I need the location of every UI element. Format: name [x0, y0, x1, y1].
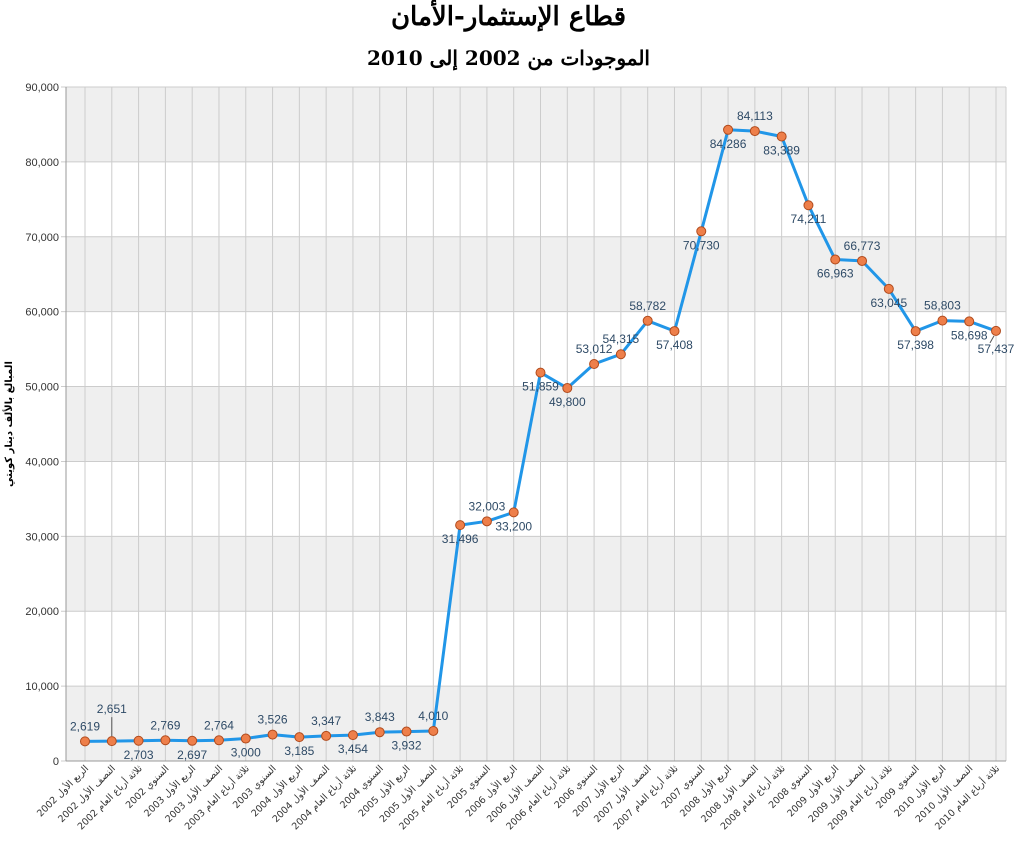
data-point: [642, 315, 653, 326]
label-leader: [989, 335, 995, 344]
data-label: 3,454: [338, 742, 368, 756]
data-label: 2,697: [177, 748, 207, 762]
data-label: 3,347: [311, 714, 341, 728]
data-label: 31,496: [442, 532, 479, 546]
data-label: 57,408: [656, 338, 693, 352]
band: [66, 686, 1006, 761]
band: [66, 236, 1006, 312]
band: [66, 87, 1006, 162]
data-point: [964, 316, 975, 327]
data-point: [830, 254, 841, 265]
data-point: [749, 126, 760, 137]
data-point: [160, 735, 171, 746]
data-point: [991, 325, 1001, 336]
data-point: [321, 730, 332, 741]
data-label: 54,315: [603, 332, 640, 346]
data-label: 2,651: [97, 702, 127, 716]
background-bands: [66, 87, 1006, 761]
data-point: [213, 735, 224, 746]
data-label: 58,698: [951, 328, 988, 342]
y-tick-label: 60,000: [25, 307, 59, 319]
data-label: 66,963: [817, 267, 854, 281]
data-label: 3,932: [392, 739, 422, 753]
data-point: [696, 226, 707, 237]
data-points: [80, 124, 1001, 747]
data-label: 58,803: [924, 299, 961, 313]
data-label: 83,389: [763, 144, 800, 158]
data-point: [803, 200, 814, 211]
data-label: 58,782: [629, 299, 666, 313]
data-point: [883, 283, 894, 294]
data-label: 49,800: [549, 395, 586, 409]
data-point: [187, 735, 198, 746]
y-tick-label: 90,000: [25, 82, 59, 94]
data-label: 70,730: [683, 238, 720, 252]
data-point: [455, 520, 466, 531]
data-point: [428, 725, 439, 736]
data-point: [857, 255, 868, 266]
y-tick-label: 40,000: [25, 456, 59, 468]
data-label: 57,398: [897, 338, 934, 352]
data-label: 2,764: [204, 718, 234, 732]
data-point: [401, 726, 412, 737]
data-point: [589, 358, 600, 369]
data-point: [937, 315, 948, 326]
chart-subtitle: الموجودات من 2002 إلى 2010: [367, 46, 650, 70]
y-tick-label: 50,000: [25, 382, 59, 394]
data-point: [294, 732, 305, 743]
data-label: 53,012: [576, 342, 613, 356]
data-label: 51,859: [522, 380, 559, 394]
data-point: [723, 124, 734, 135]
data-point: [481, 516, 492, 527]
data-point: [106, 736, 117, 747]
data-point: [535, 367, 546, 378]
band: [66, 536, 1006, 612]
data-label: 2,703: [124, 748, 154, 762]
y-tick-label: 80,000: [25, 157, 59, 169]
data-labels: 2,619 2,651 2,703 2,769 2,697 2,764 3,000 3,526…: [70, 109, 1015, 762]
vertical-gridlines: [84, 87, 1007, 761]
y-tick-label: 10,000: [25, 681, 59, 693]
y-tick-labels: 0 10,000 20,000 30,000 40,000 50,000 60,000 70,…: [25, 82, 59, 768]
data-label: 3,843: [365, 710, 395, 724]
axes: [65, 87, 1006, 762]
y-axis-title: المبالغ بالألف دينار كويتي: [2, 361, 15, 487]
data-point: [240, 733, 251, 744]
chart-title: قطاع الإستثمار-الأمان: [390, 2, 627, 32]
data-label: 3,526: [258, 713, 288, 727]
data-point: [910, 326, 921, 337]
data-label: 2,619: [70, 719, 100, 733]
data-label: 33,200: [495, 519, 532, 533]
y-tick-label: 0: [53, 756, 59, 768]
data-label: 32,003: [469, 499, 506, 513]
data-label: 3,185: [284, 744, 314, 758]
data-point: [267, 729, 278, 740]
data-label: 84,113: [737, 109, 773, 123]
data-point: [562, 383, 573, 394]
data-label: 3,000: [231, 746, 261, 760]
data-label: 63,045: [870, 296, 907, 310]
data-point: [80, 736, 90, 747]
data-point: [374, 727, 385, 738]
data-label: 2,769: [150, 718, 180, 732]
data-point: [347, 730, 358, 741]
data-label: 4,010: [418, 709, 448, 723]
data-point: [669, 326, 680, 337]
data-label: 74,211: [791, 212, 827, 226]
data-point: [508, 507, 519, 518]
data-point: [133, 735, 144, 746]
y-tick-label: 30,000: [25, 531, 59, 543]
data-label: 66,773: [844, 239, 881, 253]
y-tick-label: 70,000: [25, 232, 59, 244]
data-label: 84,286: [710, 137, 747, 151]
data-point: [615, 349, 626, 360]
y-tick-label: 20,000: [25, 606, 59, 618]
data-label: 57,437: [978, 342, 1015, 356]
label-leaders: [111, 335, 995, 737]
data-point: [776, 131, 787, 142]
